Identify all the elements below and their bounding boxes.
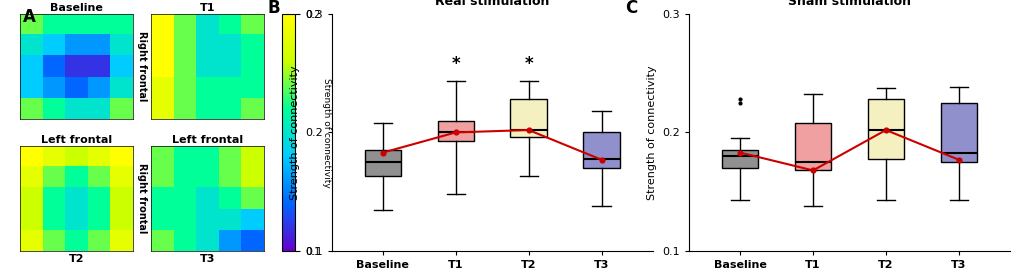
- Title: T1: T1: [200, 3, 215, 13]
- Point: [950, 158, 966, 162]
- Title: Sham stimulation: Sham stimulation: [788, 0, 910, 8]
- PathPatch shape: [365, 150, 400, 176]
- Title: Baseline: Baseline: [50, 3, 103, 13]
- Title: Real stimulation: Real stimulation: [434, 0, 549, 8]
- PathPatch shape: [867, 99, 903, 159]
- Text: Right frontal: Right frontal: [137, 31, 147, 102]
- Point: [593, 158, 609, 162]
- Point: [447, 130, 464, 135]
- PathPatch shape: [721, 150, 758, 168]
- Text: *: *: [524, 55, 532, 73]
- Text: *: *: [451, 55, 460, 73]
- Point: [520, 128, 536, 132]
- PathPatch shape: [510, 99, 546, 137]
- Title: Left frontal: Left frontal: [172, 135, 243, 145]
- Y-axis label: Strength of connectivity: Strength of connectivity: [646, 65, 656, 200]
- Text: B: B: [268, 0, 280, 17]
- X-axis label: T2: T2: [69, 254, 85, 264]
- PathPatch shape: [940, 103, 976, 162]
- Title: Left frontal: Left frontal: [41, 135, 112, 145]
- X-axis label: T3: T3: [200, 254, 215, 264]
- PathPatch shape: [437, 121, 474, 141]
- Text: A: A: [22, 8, 36, 26]
- Point: [804, 168, 820, 173]
- Point: [374, 150, 390, 155]
- Text: Right frontal: Right frontal: [137, 163, 147, 234]
- Point: [732, 150, 748, 155]
- PathPatch shape: [794, 123, 830, 170]
- PathPatch shape: [583, 132, 620, 168]
- Y-axis label: Strength of connectivity: Strength of connectivity: [322, 78, 331, 187]
- Point: [877, 128, 894, 132]
- Text: C: C: [625, 0, 637, 17]
- Y-axis label: Strength of connectivity: Strength of connectivity: [289, 65, 300, 200]
